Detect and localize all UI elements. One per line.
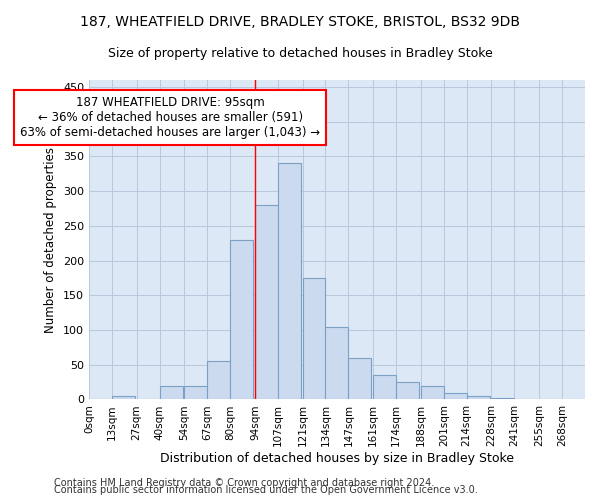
Bar (112, 396, 135, 400)
Bar (255, 205, 278, 400)
Text: Size of property relative to detached houses in Bradley Stoke: Size of property relative to detached ho… (107, 48, 493, 60)
Bar (302, 278, 325, 400)
Bar (89, 399, 112, 400)
Bar (444, 392, 467, 400)
Text: Contains public sector information licensed under the Open Government Licence v3: Contains public sector information licen… (54, 485, 478, 495)
Bar (184, 386, 207, 400)
Text: Contains HM Land Registry data © Crown copyright and database right 2024.: Contains HM Land Registry data © Crown c… (54, 478, 434, 488)
Bar (421, 386, 444, 400)
Bar (349, 358, 371, 400)
Bar (396, 382, 419, 400)
Y-axis label: Number of detached properties: Number of detached properties (44, 146, 58, 332)
Bar (207, 362, 230, 400)
Text: 187 WHEATFIELD DRIVE: 95sqm
← 36% of detached houses are smaller (591)
63% of se: 187 WHEATFIELD DRIVE: 95sqm ← 36% of det… (20, 96, 320, 139)
Bar (278, 164, 301, 400)
Bar (160, 386, 182, 400)
Bar (467, 396, 490, 400)
Bar (491, 398, 514, 400)
Text: 187, WHEATFIELD DRIVE, BRADLEY STOKE, BRISTOL, BS32 9DB: 187, WHEATFIELD DRIVE, BRADLEY STOKE, BR… (80, 15, 520, 29)
Bar (514, 399, 538, 400)
Bar (373, 375, 396, 400)
Bar (230, 240, 253, 400)
X-axis label: Distribution of detached houses by size in Bradley Stoke: Distribution of detached houses by size … (160, 452, 514, 465)
Bar (325, 326, 349, 400)
